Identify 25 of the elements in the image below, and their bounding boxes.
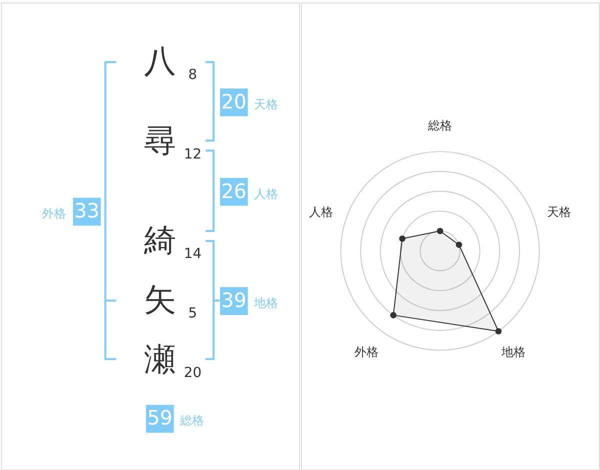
data-label: 8 [188,67,198,84]
category-label: 八 [144,44,176,80]
spoke-label: 天格 [547,205,572,220]
data-label: 20 [221,90,247,114]
category-label: 地格 [252,296,278,310]
category-label: 外格 [42,206,66,221]
spoke-label: 外格 [354,345,378,360]
category-label: 矢 [144,282,176,319]
spoke-label: 地格 [500,345,526,360]
category-label: 瀬 [144,342,176,378]
data-label: 26 [221,180,247,203]
data-label: 14 [184,246,202,262]
data-label: 33 [74,200,100,223]
data-label: 20 [184,365,202,382]
data-label: 5 [188,305,198,322]
category-label: 人格 [254,186,278,201]
spoke-label: 人格 [309,205,334,220]
category-label: 天格 [254,97,278,112]
category-label: 尋 [144,124,176,160]
spoke-label: 総格 [427,118,452,133]
data-label: 59 [147,406,173,430]
category-label: 綺 [142,222,176,259]
category-label: 総格 [178,414,204,428]
data-label: 12 [184,146,202,163]
data-label: 39 [221,289,247,312]
